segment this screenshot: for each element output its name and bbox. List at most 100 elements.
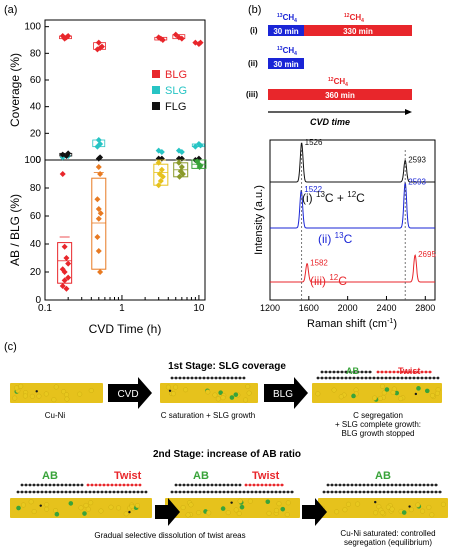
slab-c-saturation — [160, 376, 258, 403]
legend-swatch-slg — [152, 86, 160, 94]
slab-atom — [165, 384, 171, 390]
slab-atom — [381, 390, 387, 396]
slab-atom — [414, 392, 418, 396]
label-segregation-1: C segregation — [353, 411, 403, 420]
y-tick-label-top: 0 — [35, 155, 41, 166]
slab-atom — [426, 504, 432, 510]
ab-ratio-point — [97, 210, 104, 217]
slab-atom — [233, 507, 239, 513]
panel-label-a: (a) — [4, 4, 17, 16]
slab-atom — [379, 383, 385, 389]
flg-point — [97, 154, 104, 161]
slab-atom — [440, 501, 446, 507]
stage2-ab-label-1: AB — [42, 470, 58, 482]
y-axis-label-ab-blg: AB / BLG (%) — [8, 194, 22, 266]
slab-atom — [44, 502, 50, 508]
slab-atom — [247, 498, 253, 504]
ab-ratio-box — [91, 177, 107, 270]
stage2-ab-label-3: AB — [375, 470, 391, 482]
slab-atom — [88, 500, 94, 506]
slab-atom — [14, 385, 20, 391]
ab-ratio-plot — [57, 158, 207, 292]
raman-spectrum-line — [270, 254, 435, 283]
y-tick-label-top: 100 — [24, 22, 41, 33]
schedule-i-12c-time: 330 min — [343, 27, 373, 36]
raman-spectra: 1200 1600 2000 2400 2800 1526 2593 1522 2593 1582… — [260, 138, 436, 313]
slab-atom — [108, 504, 114, 510]
slab-atom — [315, 391, 321, 397]
raman-peak-label: 2593 — [408, 178, 426, 187]
slab-atom — [51, 397, 57, 403]
slab-atom — [116, 505, 122, 511]
coverage-legend: BLG SLG FLG — [152, 69, 187, 113]
slab-atom — [379, 510, 385, 516]
raman-spectrum-line — [270, 142, 435, 183]
ab-ratio-point — [97, 171, 104, 177]
y-axis-label-coverage: Coverage (%) — [8, 53, 22, 127]
spectrum-label-iii: (iii) 12C — [310, 273, 347, 288]
raman-peak-label: 2695 — [418, 250, 436, 259]
ab-ratio-point — [176, 173, 183, 180]
slab-atom — [215, 396, 221, 402]
slab-atom — [390, 389, 396, 395]
label-saturated-2: segregation (equilibrium) — [344, 538, 432, 547]
slab-atom — [285, 500, 291, 506]
slab-atom — [183, 387, 189, 393]
slab-atom — [398, 396, 404, 402]
raman-x-tick-label: 1600 — [299, 303, 319, 313]
slab-atom — [61, 389, 67, 395]
ab-ratio-point — [94, 196, 101, 203]
slg-point — [197, 142, 204, 149]
stage1-title: 1st Stage: SLG coverage — [168, 361, 286, 372]
slab-atom — [284, 512, 290, 518]
raman-plot-frame — [269, 139, 436, 301]
slab-atom — [135, 503, 141, 509]
slab-atom — [98, 508, 104, 514]
slg-point — [178, 149, 185, 155]
raman-peak-label: 1522 — [304, 185, 322, 194]
blg-point — [98, 43, 105, 50]
slg-point — [94, 143, 101, 150]
stage2-title: 2nd Stage: increase of AB ratio — [153, 449, 301, 460]
schedule-i-13c-bar — [268, 25, 304, 36]
slab-atom — [377, 395, 383, 401]
ab-ratio-point — [196, 164, 203, 170]
slab-cu-ni — [10, 383, 103, 403]
ab-ratio-point — [97, 269, 104, 275]
ab-ratio-point — [94, 234, 101, 240]
raman-x-axis-label: Raman shift (cm-1) — [307, 318, 397, 330]
ab-ratio-point — [63, 285, 70, 292]
schedule-row-iii-label: (iii) — [246, 90, 258, 99]
coverage-plot — [59, 31, 205, 163]
schedule-iii-12c-label: 12CH4 — [328, 77, 348, 88]
label-c-saturation: C saturation + SLG growth — [161, 411, 256, 420]
raman-x-tick-label: 1200 — [260, 303, 280, 313]
blg-point — [65, 33, 72, 39]
blg-point — [178, 35, 185, 42]
schedule-row-i-label: (i) — [250, 26, 258, 35]
y-tick-label-top: 80 — [30, 48, 42, 59]
slab-atom — [237, 498, 243, 504]
slab-atom — [77, 391, 83, 397]
slab-atom — [276, 501, 282, 507]
schedule-ii-13c-time: 30 min — [273, 60, 298, 69]
raman-x-tick-label: 2000 — [338, 303, 358, 313]
slab-atom — [266, 510, 272, 516]
slab-atom — [168, 389, 172, 392]
ab-ratio-point — [95, 164, 102, 170]
ab-ratio-point — [59, 283, 66, 289]
slab-atom — [123, 511, 129, 517]
stage2-twist-label-2: Twist — [252, 470, 280, 482]
ab-ratio-point — [95, 248, 102, 254]
ab-ratio-point — [65, 274, 72, 281]
slab-atom — [180, 505, 186, 511]
raman-peak-label: 1582 — [310, 259, 328, 268]
slab-atom — [170, 391, 176, 397]
ab-ratio-point — [61, 277, 68, 284]
ab-ratio-point — [95, 206, 102, 212]
ab-ratio-point — [95, 215, 102, 222]
slab-atom — [342, 507, 348, 513]
slab-atom — [12, 395, 18, 401]
schedule-ii-13c-bar — [268, 58, 304, 69]
